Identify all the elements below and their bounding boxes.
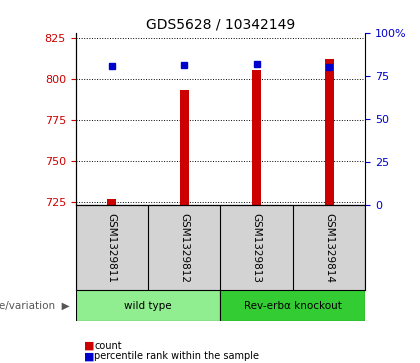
Bar xyxy=(108,199,116,205)
Bar xyxy=(180,90,189,205)
Text: GSM1329814: GSM1329814 xyxy=(324,212,334,282)
Bar xyxy=(76,290,220,321)
Text: ■: ■ xyxy=(84,340,94,351)
Bar xyxy=(252,70,261,205)
Text: ■: ■ xyxy=(84,351,94,362)
Text: count: count xyxy=(94,340,122,351)
Text: GSM1329811: GSM1329811 xyxy=(107,212,117,282)
Bar xyxy=(325,59,333,205)
Text: GSM1329813: GSM1329813 xyxy=(252,212,262,282)
Text: Rev-erbα knockout: Rev-erbα knockout xyxy=(244,301,342,311)
Title: GDS5628 / 10342149: GDS5628 / 10342149 xyxy=(146,17,295,32)
Bar xyxy=(220,290,365,321)
Text: wild type: wild type xyxy=(124,301,172,311)
Text: GSM1329812: GSM1329812 xyxy=(179,212,189,282)
Text: genotype/variation  ▶: genotype/variation ▶ xyxy=(0,301,70,311)
Text: percentile rank within the sample: percentile rank within the sample xyxy=(94,351,260,362)
